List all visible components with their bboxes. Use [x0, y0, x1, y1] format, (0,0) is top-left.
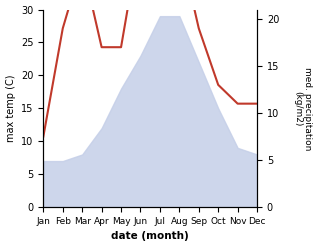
- Y-axis label: med. precipitation
(kg/m2): med. precipitation (kg/m2): [293, 67, 313, 150]
- Y-axis label: max temp (C): max temp (C): [5, 75, 16, 142]
- X-axis label: date (month): date (month): [111, 231, 189, 242]
